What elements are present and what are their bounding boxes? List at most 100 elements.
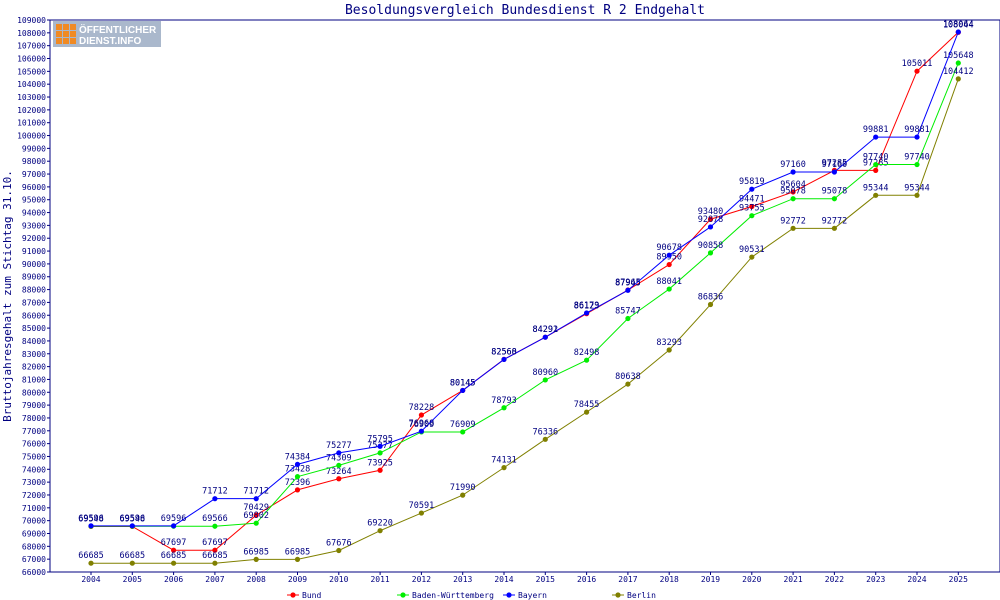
logo-line-1: ÖFFENTLICHER — [79, 23, 157, 36]
data-label: 84291 — [533, 325, 559, 335]
data-point — [418, 412, 424, 418]
data-label: 71712 — [202, 487, 228, 497]
plot-area — [49, 19, 1000, 573]
data-label: 95344 — [904, 183, 930, 193]
x-tick-label: 2015 — [536, 575, 555, 584]
data-label: 82568 — [491, 347, 517, 357]
data-point — [584, 310, 590, 316]
legend-marker — [506, 592, 512, 598]
y-tick-label: 66000 — [22, 568, 46, 577]
y-tick-label: 103000 — [17, 93, 46, 102]
data-point — [212, 523, 218, 529]
data-label: 69802 — [243, 511, 269, 521]
data-point — [625, 287, 631, 293]
legend-label: Bund — [302, 591, 321, 600]
data-label: 93755 — [739, 204, 765, 214]
data-label: 92772 — [780, 216, 806, 226]
data-label: 80145 — [450, 378, 476, 388]
y-tick-label: 68000 — [22, 542, 46, 551]
data-label: 67697 — [161, 538, 187, 548]
data-point — [501, 465, 507, 471]
data-point — [707, 216, 714, 222]
y-tick-label: 87000 — [22, 298, 46, 307]
data-label: 94471 — [739, 195, 765, 205]
data-point — [831, 196, 838, 202]
y-tick-label: 77000 — [22, 427, 46, 436]
data-label: 75795 — [367, 434, 393, 444]
x-tick-label: 2006 — [164, 575, 183, 584]
y-tick-label: 106000 — [17, 55, 46, 64]
x-tick-label: 2018 — [660, 575, 679, 584]
data-label: 74309 — [326, 453, 352, 463]
data-point — [294, 556, 301, 562]
data-label: 108064 — [943, 20, 974, 30]
legend: Bund Baden-Württemberg Bayern Berlin — [287, 591, 656, 600]
data-point — [501, 405, 507, 411]
series-group: 69548 69548 67697 67697 70429 72396 73264 73925… — [78, 20, 974, 553]
data-point — [460, 492, 466, 498]
y-tick-label: 86000 — [22, 311, 46, 320]
data-label: 71990 — [450, 483, 476, 493]
logo-line-2: DIENST.INFO — [79, 36, 141, 47]
data-point — [171, 523, 177, 529]
y-tick-label: 72000 — [22, 491, 46, 500]
data-point — [666, 261, 672, 268]
data-point — [460, 387, 466, 394]
x-tick-label: 2019 — [701, 575, 720, 584]
legend-marker — [400, 592, 406, 598]
x-tick-label: 2014 — [494, 575, 513, 584]
data-point — [129, 523, 135, 529]
x-tick-label: 2004 — [81, 575, 100, 584]
data-point — [460, 429, 466, 435]
data-label: 78455 — [574, 400, 600, 410]
data-point — [873, 192, 879, 198]
data-point — [253, 512, 259, 518]
y-tick-label: 99000 — [22, 144, 46, 153]
data-point — [914, 134, 920, 140]
y-tick-label: 69000 — [22, 529, 46, 538]
data-point — [584, 409, 590, 415]
x-tick-label: 2017 — [618, 575, 637, 584]
data-point — [336, 450, 342, 456]
series-group: 69596 69596 69596 71712 71712 74384 75277 75795… — [78, 20, 974, 529]
data-label: 87945 — [615, 278, 641, 288]
x-tick-label: 2013 — [453, 575, 472, 584]
data-label: 87965 — [615, 278, 641, 288]
data-point — [955, 76, 961, 82]
data-point — [831, 169, 838, 175]
x-tick-label: 2021 — [783, 575, 802, 584]
data-point — [171, 560, 177, 566]
data-point — [873, 161, 879, 168]
y-tick-label: 82000 — [22, 363, 46, 372]
data-label: 70429 — [243, 503, 269, 513]
data-label: 88041 — [656, 277, 682, 287]
data-point — [749, 213, 755, 219]
y-tick-label: 67000 — [22, 555, 46, 564]
data-label: 76909 — [409, 420, 435, 430]
data-point — [749, 203, 755, 210]
series-group: 69566 69802 73428 74309 75277 76909 76909 78793… — [88, 51, 974, 529]
y-tick-label: 81000 — [22, 375, 46, 384]
data-label: 92878 — [698, 215, 724, 225]
data-label: 69548 — [120, 514, 146, 524]
data-point — [377, 467, 383, 473]
data-label: 93480 — [698, 207, 724, 217]
data-label: 97160 — [780, 160, 806, 170]
data-point — [873, 167, 879, 173]
data-label: 95344 — [863, 183, 889, 193]
data-label: 70591 — [409, 501, 435, 511]
data-label: 90678 — [656, 243, 682, 253]
data-point — [749, 186, 755, 192]
data-label: 92772 — [822, 216, 848, 226]
data-label: 97160 — [822, 160, 848, 170]
data-point — [542, 436, 548, 442]
data-label: 66685 — [78, 551, 104, 561]
data-label: 76336 — [533, 427, 559, 437]
x-tick-label: 2007 — [205, 575, 224, 584]
y-tick-label: 78000 — [22, 414, 46, 423]
data-point — [253, 556, 259, 562]
data-label: 72396 — [285, 478, 311, 488]
y-tick-label: 101000 — [17, 119, 46, 128]
y-tick-label: 80000 — [22, 388, 46, 397]
data-label: 73264 — [326, 467, 352, 477]
